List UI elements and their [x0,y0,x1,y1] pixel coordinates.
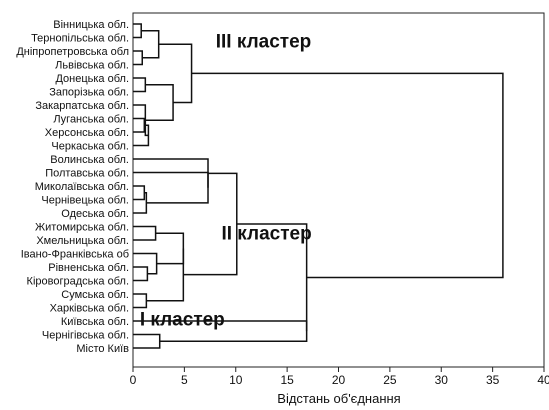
leaf-label: Рівненська обл. [48,262,129,274]
dendrogram-link-t [146,248,185,302]
dendrogram-link-a [133,23,142,39]
x-axis-label: Відстань об'єднання [277,391,400,406]
leaf-label: Одеська обл. [61,208,129,220]
dendrogram-link-b [133,50,143,66]
leaf-label: Івано-Франківська об [21,249,129,261]
leaf-label: Київська обл. [61,316,129,328]
x-tick-label: 35 [486,373,500,387]
x-tick-label: 5 [181,373,188,387]
dendrogram-link-v [133,333,161,349]
x-tick-label: 30 [435,373,449,387]
dendrogram-link-f [133,117,146,133]
dendrogram-link-s [133,293,148,309]
dendrogram-link-c [141,30,160,59]
leaf-label: Миколаївська обл. [35,181,129,193]
leaf-label: Запорізька обл. [49,87,129,99]
dendrogram-link-y [191,72,504,279]
dendrogram-link-j [158,43,193,104]
leaf-label: Житомирська обл. [35,222,129,234]
dendrogram-link-u [183,172,238,276]
x-tick-label: 0 [130,373,137,387]
x-tick-label: 25 [383,373,397,387]
x-tick-label: 40 [537,373,549,387]
leaf-label: Полтавська обл. [45,168,129,180]
leaf-label: Черкаська обл. [51,141,129,153]
leaf-label: Закарпатська обл. [35,100,129,112]
leaf-label: Донецька обл. [55,73,129,85]
x-tick-label: 20 [332,373,346,387]
dendrogram-link-k [133,185,146,201]
dendrogram-link-o [133,225,157,241]
leaf-label: Волинська обл. [50,154,129,166]
leaf-label: Харківська обл. [50,303,129,315]
x-tick-label: 10 [229,373,243,387]
leaf-label: Чернівецька обл. [41,195,129,207]
leaf-label: Тернопільська обл. [31,33,129,45]
dendrogram-link-p [133,266,149,282]
dendrogram-link-i [145,84,174,121]
leaf-label: Вінницька обл. [53,19,129,31]
dendrogram-link-n [133,158,209,188]
dendrogram-link-q [133,252,158,275]
cluster-label: I кластер [140,310,225,331]
dendrogram-link-e [133,77,147,93]
x-tick-label: 15 [280,373,294,387]
leaf-label: Місто Київ [76,343,129,355]
leaf-label: Луганська обл. [53,114,129,126]
leaf-label: Херсонська обл. [45,127,129,139]
dendrogram-link-x [236,223,308,332]
leaf-label: Львівська обл. [55,60,129,72]
leaf-label: Сумська обл. [61,289,129,301]
leaf-label: Хмельницька обл. [36,235,129,247]
leaf-label: Чернігівська обл. [42,330,129,342]
cluster-label: III кластер [216,32,312,53]
dendrogram-link-l [133,192,148,214]
leaf-label: Дніпропетровська обл [16,46,129,58]
dendrogram-link-g [133,124,150,147]
leaf-label: Кіровоградська обл. [27,276,129,288]
dendrogram-link-r [155,232,185,265]
cluster-label: II кластер [221,223,311,244]
